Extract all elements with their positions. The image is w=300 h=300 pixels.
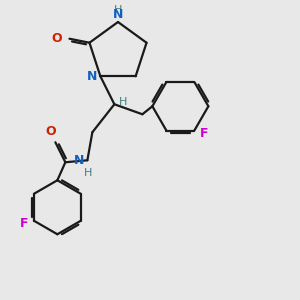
Text: N: N — [113, 8, 123, 21]
Text: H: H — [114, 5, 122, 15]
Text: H: H — [119, 97, 128, 107]
Text: N: N — [74, 154, 84, 167]
Text: F: F — [20, 217, 28, 230]
Text: N: N — [87, 70, 98, 83]
Text: O: O — [45, 125, 56, 138]
Text: F: F — [200, 127, 209, 140]
Text: O: O — [52, 32, 62, 45]
Text: H: H — [84, 168, 93, 178]
